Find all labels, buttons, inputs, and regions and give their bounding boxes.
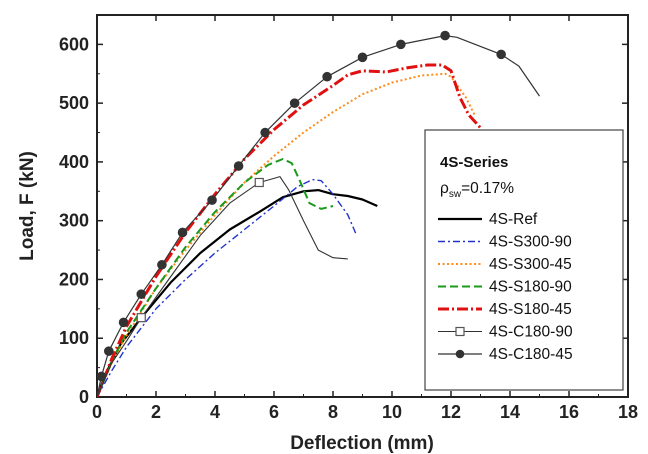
x-tick-label: 10 (382, 402, 402, 422)
legend-marker (455, 349, 465, 359)
x-axis-title: Deflection (mm) (290, 433, 434, 454)
x-tick-label: 14 (500, 402, 520, 422)
data-point-marker (322, 71, 332, 82)
legend-label: 4S-S180-45 (489, 301, 572, 318)
data-point-marker (136, 313, 146, 323)
x-tick-label: 8 (328, 402, 338, 422)
y-tick-label: 100 (59, 328, 89, 348)
x-tick-label: 2 (151, 402, 161, 422)
data-point-marker (260, 127, 270, 138)
series-4s-s180-90 (97, 158, 334, 397)
series-line-4s-s300-90 (97, 178, 358, 397)
data-point-marker (289, 98, 300, 108)
y-tick-label: 300 (59, 211, 89, 231)
data-point-marker (136, 289, 147, 299)
data-point-marker (157, 259, 167, 270)
x-tick-label: 4 (210, 402, 220, 422)
data-point-marker (496, 49, 506, 60)
data-point-marker (357, 52, 368, 63)
legend-rho-label: ρsw=0.17% (440, 180, 514, 200)
y-tick-label: 400 (59, 152, 89, 172)
legend: 4S-Series ρsw=0.17% 4S-Ref 4S-S300-90 4S-S… (424, 129, 624, 391)
legend-label: 4S-Ref (489, 211, 538, 228)
legend-label: 4S-S180-90 (489, 279, 572, 296)
data-point-marker (440, 30, 450, 41)
legend-rho-value: =0.17% (461, 180, 514, 197)
y-tick-label: 600 (59, 34, 89, 54)
legend-box (424, 129, 624, 391)
data-point-marker (207, 195, 217, 205)
data-point-marker (177, 227, 188, 238)
x-tick-label: 6 (269, 402, 279, 422)
x-tick-label: 0 (92, 402, 102, 422)
data-point-marker (118, 317, 129, 328)
data-point-marker (396, 39, 406, 50)
series-line-4s-s300-45 (97, 72, 476, 397)
x-tick-label: 12 (441, 402, 461, 422)
legend-rho-symbol: ρ (440, 180, 449, 197)
y-tick-label: 0 (79, 387, 89, 407)
data-point-marker (233, 161, 244, 171)
series-4s-c180-45 (97, 30, 540, 397)
series-4s-s300-45 (97, 72, 476, 397)
legend-entries: 4S-Ref 4S-S300-90 4S-S300-45 4S-S180-90 4S-S… (438, 211, 573, 363)
legend-label: 4S-S300-45 (489, 256, 572, 273)
y-axis-title: Load, F (kN) (17, 151, 38, 261)
series-group (97, 30, 540, 397)
y-tick-label: 200 (59, 269, 89, 289)
y-tick-label: 500 (59, 93, 89, 113)
legend-rho-subscript: sw (449, 189, 462, 200)
series-4s-c180-90 (97, 176, 348, 397)
data-point-marker (254, 177, 264, 188)
x-tick-label: 18 (618, 402, 638, 422)
legend-label: 4S-S300-90 (489, 234, 572, 251)
axis-ticks: 0 2 4 6 8 10 12 14 16 18 0 100 200 300 400 500 600 (59, 15, 638, 422)
data-point-marker (97, 371, 107, 382)
legend-label: 4S-C180-90 (489, 324, 573, 341)
legend-label: 4S-C180-45 (489, 346, 573, 363)
legend-title: 4S-Series (440, 154, 508, 171)
series-4s-s300-90 (97, 178, 358, 397)
data-point-marker (104, 346, 114, 356)
legend-marker (455, 326, 465, 337)
x-tick-label: 16 (559, 402, 579, 422)
series-line-4s-s180-90 (97, 158, 334, 397)
